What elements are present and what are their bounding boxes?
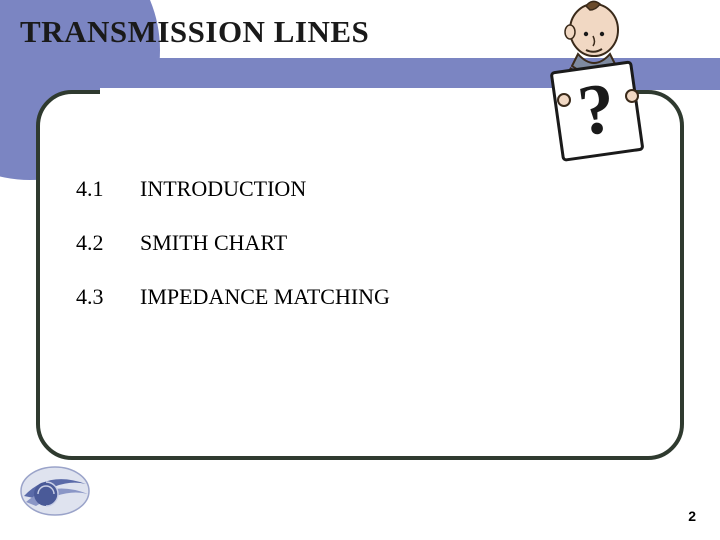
- outline-number: 4.2: [76, 230, 140, 256]
- list-item: 4.1 INTRODUCTION: [76, 176, 390, 202]
- slide: TRANSMISSION LINES ?: [0, 0, 720, 540]
- outline-list: 4.1 INTRODUCTION 4.2 SMITH CHART 4.3 IMP…: [76, 176, 390, 338]
- list-item: 4.3 IMPEDANCE MATCHING: [76, 284, 390, 310]
- page-number: 2: [688, 508, 696, 524]
- list-item: 4.2 SMITH CHART: [76, 230, 390, 256]
- outline-number: 4.1: [76, 176, 140, 202]
- page-title: TRANSMISSION LINES: [20, 14, 369, 50]
- outline-label: SMITH CHART: [140, 230, 287, 256]
- outline-number: 4.3: [76, 284, 140, 310]
- outline-label: IMPEDANCE MATCHING: [140, 284, 390, 310]
- person-reading-question-icon: ?: [520, 0, 670, 166]
- outline-label: INTRODUCTION: [140, 176, 306, 202]
- swirl-globe-logo-icon: [18, 464, 92, 518]
